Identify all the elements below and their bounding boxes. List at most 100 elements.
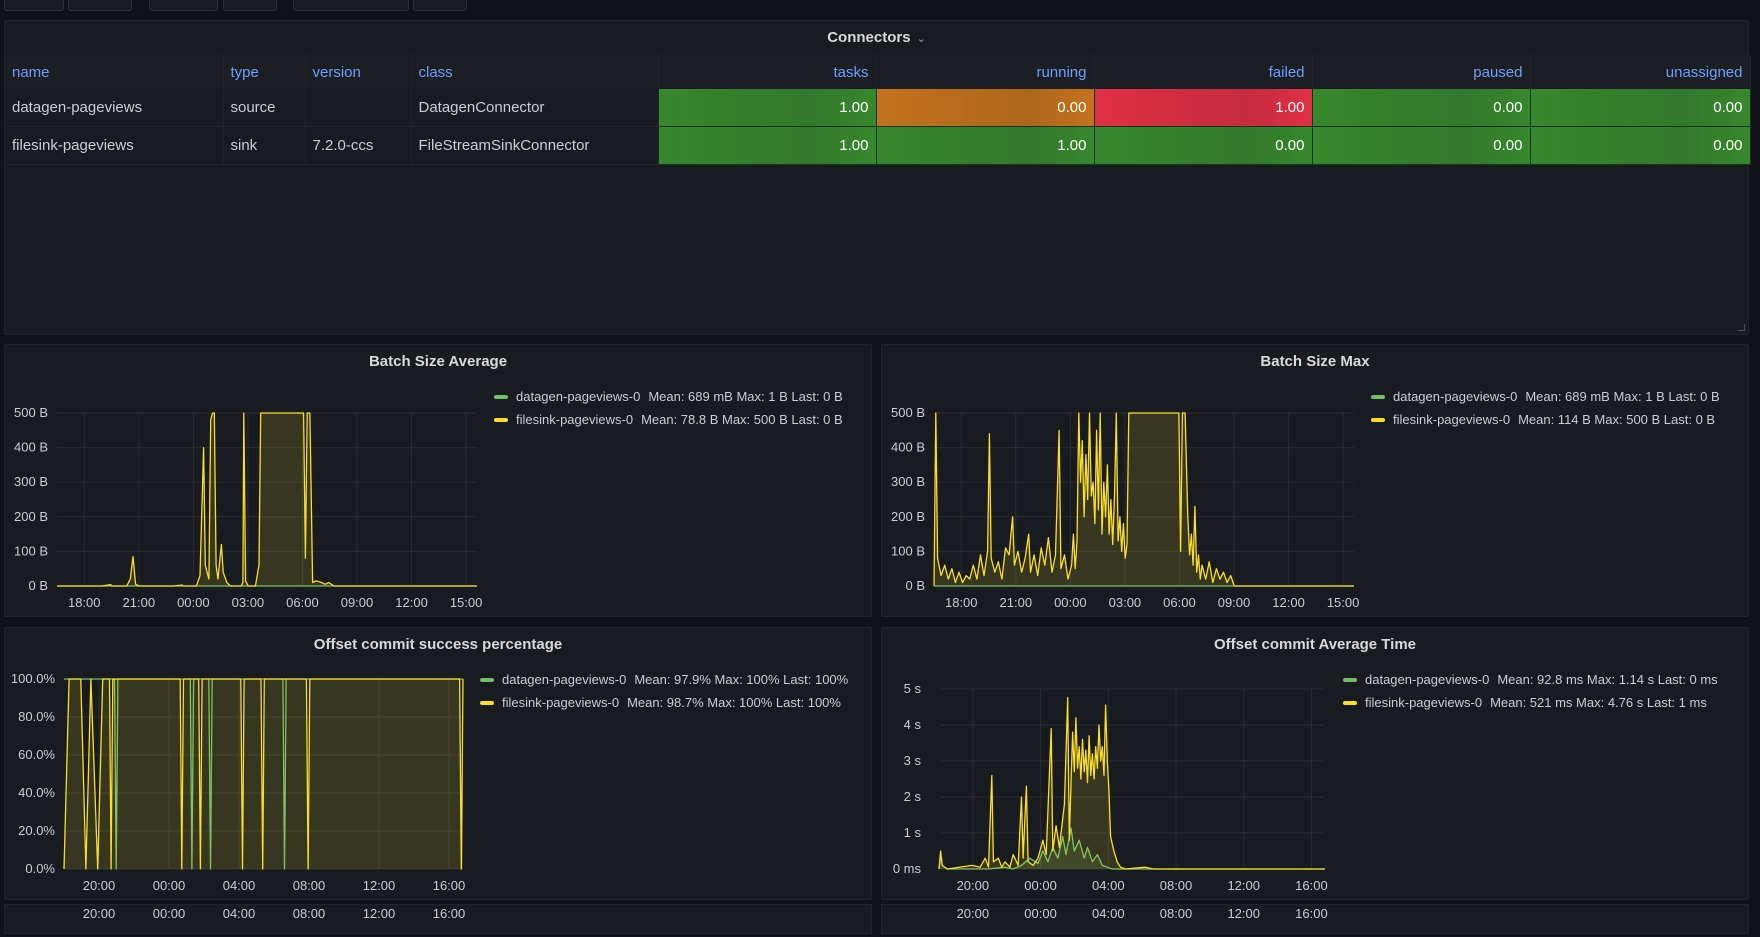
panel-title[interactable]: Batch Size Max — [1260, 353, 1370, 370]
y-tick-label: 1 s — [904, 825, 922, 840]
toolbar-button[interactable] — [4, 0, 64, 11]
next-panel-x-axis: 20:00 00:00 04:00 08:00 12:00 16:00 — [83, 906, 466, 921]
column-header-type[interactable]: type — [223, 55, 306, 89]
connectors-panel: Connectors ⌄ name type version class task… — [4, 20, 1751, 335]
cell-tasks: 1.00 — [658, 89, 877, 127]
legend-swatch — [1371, 417, 1385, 422]
column-header-unassigned[interactable]: unassigned — [1530, 55, 1751, 89]
cell-tasks: 1.00 — [658, 126, 877, 165]
x-tick-label: 21:00 — [123, 595, 156, 610]
legend-item[interactable]: datagen-pageviews-0 Mean: 97.9% Max: 100%… — [480, 670, 848, 693]
legend-item[interactable]: filesink-pageviews-0 Mean: 78.8 B Max: 50… — [494, 410, 843, 433]
column-header-paused[interactable]: paused — [1312, 55, 1531, 89]
cell-version — [305, 89, 412, 127]
x-tick-label: 20:00 — [83, 878, 116, 893]
cell-failed: 0.00 — [1094, 126, 1313, 165]
top-toolbar — [0, 0, 1760, 14]
x-tick-label: 04:00 — [1092, 906, 1125, 921]
legend-item[interactable]: filesink-pageviews-0 Mean: 521 ms Max: 4.… — [1343, 693, 1718, 716]
y-tick-label: 0 ms — [893, 861, 922, 876]
column-header-tasks[interactable]: tasks — [658, 55, 877, 89]
series-line-filesink-pageviews-0 — [938, 696, 1325, 870]
column-header-name[interactable]: name — [5, 55, 224, 89]
next-panel-partial: 20:00 00:00 04:00 08:00 12:00 16:00 — [4, 904, 872, 934]
legend-series-name: datagen-pageviews-0 — [516, 389, 641, 404]
legend-stats: Mean: 78.8 B Max: 500 B Last: 0 B — [641, 412, 843, 427]
x-tick-label: 03:00 — [1109, 595, 1142, 610]
x-tick-label: 00:00 — [1054, 595, 1087, 610]
legend-item[interactable]: datagen-pageviews-0 Mean: 689 mB Max: 1 B… — [494, 387, 843, 410]
chevron-down-icon[interactable]: ⌄ — [916, 33, 926, 45]
legend-item[interactable]: filesink-pageviews-0 Mean: 98.7% Max: 100… — [480, 693, 848, 716]
panel-title[interactable]: Connectors ⌄ — [5, 29, 1748, 46]
table-row: filesink-pageviews sink 7.2.0-ccs FileSt… — [5, 126, 1751, 165]
column-header-failed[interactable]: failed — [1094, 55, 1313, 89]
x-tick-label: 09:00 — [1218, 595, 1251, 610]
column-header-running[interactable]: running — [876, 55, 1095, 89]
column-header-class[interactable]: class — [411, 55, 659, 89]
series-area-filesink-pageviews-0 — [57, 413, 477, 586]
next-panel-x-axis: 20:00 00:00 04:00 08:00 12:00 16:00 — [957, 906, 1328, 921]
legend-series-name: datagen-pageviews-0 — [1365, 672, 1490, 687]
x-tick-label: 00:00 — [1024, 878, 1057, 893]
offset-commit-time-chart: 0 ms 1 s 2 s 3 s 4 s 5 s 20:00 00:00 04:00 08:00 1… — [893, 681, 1328, 893]
x-tick-label: 03:00 — [232, 595, 265, 610]
cell-type: source — [223, 89, 306, 127]
chart-legend: datagen-pageviews-0 Mean: 689 mB Max: 1 B… — [494, 387, 843, 433]
y-tick-label: 400 B — [891, 440, 925, 455]
cell-class: FileStreamSinkConnector — [411, 126, 659, 165]
x-tick-label: 06:00 — [1163, 595, 1196, 610]
x-tick-label: 12:00 — [1272, 595, 1305, 610]
cell-unassigned: 0.00 — [1530, 89, 1751, 127]
x-tick-label: 15:00 — [450, 595, 483, 610]
toolbar-button[interactable] — [149, 0, 218, 11]
y-tick-label: 100 B — [891, 543, 925, 558]
x-tick-label: 00:00 — [153, 878, 186, 893]
toolbar-button[interactable] — [223, 0, 277, 11]
x-tick-label: 08:00 — [1160, 906, 1193, 921]
legend-swatch — [1343, 700, 1357, 705]
legend-series-name: filesink-pageviews-0 — [502, 695, 620, 710]
x-tick-label: 04:00 — [223, 878, 256, 893]
x-tick-label: 06:00 — [286, 595, 319, 610]
legend-stats: Mean: 97.9% Max: 100% Last: 100% — [634, 672, 849, 687]
cell-version: 7.2.0-ccs — [305, 126, 412, 165]
x-tick-label: 16:00 — [433, 906, 466, 921]
x-tick-label: 21:00 — [1000, 595, 1033, 610]
legend-item[interactable]: datagen-pageviews-0 Mean: 92.8 ms Max: 1.… — [1343, 670, 1718, 693]
legend-swatch — [494, 394, 508, 399]
x-tick-label: 04:00 — [223, 906, 256, 921]
panel-title[interactable]: Offset commit success percentage — [313, 636, 563, 653]
y-tick-label: 300 B — [14, 474, 48, 489]
chart-legend: datagen-pageviews-0 Mean: 97.9% Max: 100%… — [480, 670, 848, 716]
toolbar-button[interactable] — [293, 0, 409, 11]
panel-title[interactable]: Batch Size Average — [368, 353, 508, 370]
column-header-version[interactable]: version — [305, 55, 412, 89]
y-tick-label: 3 s — [904, 753, 922, 768]
legend-item[interactable]: datagen-pageviews-0 Mean: 689 mB Max: 1 B… — [1371, 387, 1720, 410]
toolbar-button[interactable] — [68, 0, 132, 11]
resize-handle[interactable] — [1738, 324, 1745, 331]
legend-item[interactable]: filesink-pageviews-0 Mean: 114 B Max: 500… — [1371, 410, 1720, 433]
series-area-filesink-pageviews-0 — [939, 697, 1325, 869]
x-tick-label: 09:00 — [341, 595, 374, 610]
series-line-filesink-pageviews-0 — [63, 678, 464, 870]
batch-size-average-panel: Batch Size Average 0 B 100 B 200 B 300 B 400… — [4, 344, 872, 617]
legend-series-name: filesink-pageviews-0 — [1393, 412, 1511, 427]
x-tick-label: 20:00 — [83, 906, 116, 921]
toolbar-button[interactable] — [413, 0, 467, 11]
table-header: name type version class tasks running fa… — [5, 55, 1751, 89]
offset-commit-time-panel: Offset commit Average Time 0 ms 1 s 2 s 3 s… — [881, 627, 1749, 900]
x-tick-label: 12:00 — [363, 878, 396, 893]
legend-swatch — [480, 700, 494, 705]
chart-legend: datagen-pageviews-0 Mean: 689 mB Max: 1 B… — [1371, 387, 1720, 433]
y-tick-label: 400 B — [14, 440, 48, 455]
series-line-filesink-pageviews-0 — [57, 412, 477, 587]
y-tick-label: 300 B — [891, 474, 925, 489]
table-row: datagen-pageviews source DatagenConnecto… — [5, 89, 1751, 127]
cell-class: DatagenConnector — [411, 89, 659, 127]
y-tick-label: 500 B — [14, 405, 48, 420]
connectors-title: Connectors — [827, 29, 911, 46]
panel-title[interactable]: Offset commit Average Time — [1213, 636, 1416, 653]
legend-stats: Mean: 114 B Max: 500 B Last: 0 B — [1518, 412, 1716, 427]
